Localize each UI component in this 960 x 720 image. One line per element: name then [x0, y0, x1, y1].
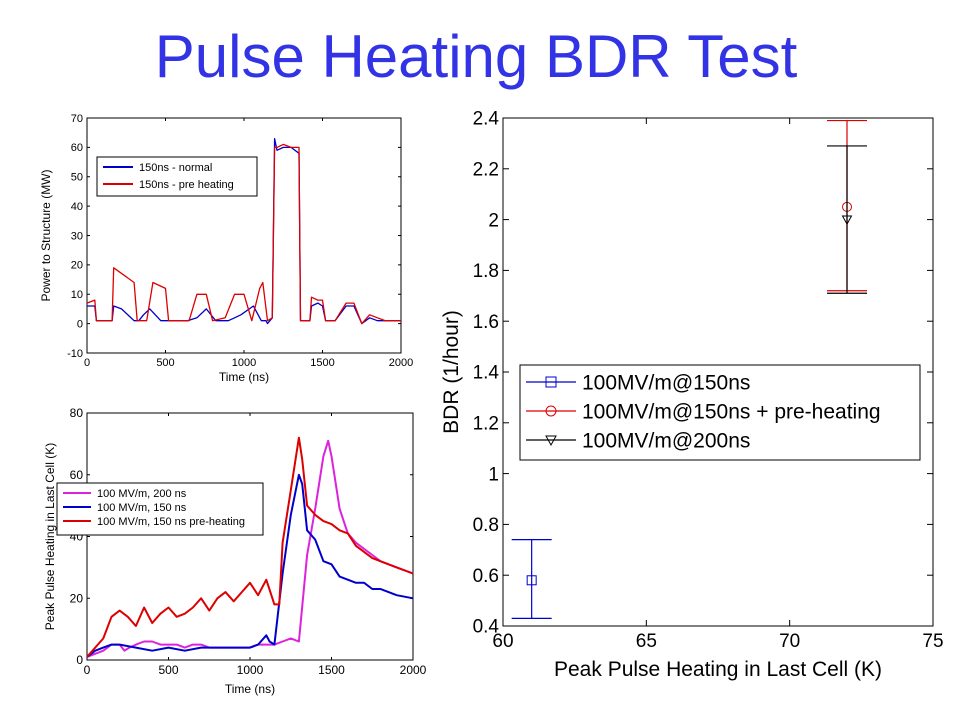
series-line-1	[87, 137, 401, 325]
legend-box	[519, 364, 921, 461]
y-tick-label: 0.6	[473, 566, 499, 587]
x-tick-label: 1000	[232, 357, 256, 369]
y-tick-label: 1.8	[473, 261, 499, 282]
legend: 150ns - normal 150ns - pre heating	[96, 156, 258, 197]
legend-label: 100 MV/m, 150 ns	[97, 502, 187, 514]
legend-label: 150ns - pre heating	[139, 179, 234, 191]
x-tick-label: 2000	[389, 357, 413, 369]
y-axis-label: BDR (1/hour)	[440, 310, 463, 434]
y-tick-label: 70	[71, 113, 83, 125]
y-tick-label: 60	[70, 468, 84, 482]
legend: 100 MV/m, 200 ns 100 MV/m, 150 ns 100 MV/m…	[56, 482, 264, 536]
y-tick-label: 0	[77, 318, 83, 330]
y-tick-label: 2.4	[473, 109, 500, 130]
y-tick-label: 30	[71, 230, 83, 242]
y-tick-label: 1.4	[473, 363, 500, 384]
y-tick-label: 2.2	[473, 159, 499, 180]
x-tick-label: 65	[636, 631, 657, 652]
x-tick-label: 1500	[318, 663, 345, 677]
x-tick-label: 0	[84, 663, 91, 677]
y-axis-label: Power to Structure (MW)	[39, 169, 53, 301]
y-tick-label: 20	[70, 591, 84, 605]
x-tick-label: 75	[922, 631, 943, 652]
plot-frame	[86, 412, 414, 661]
y-tick-label: 0.4	[473, 617, 500, 638]
legend-box	[96, 156, 258, 197]
legend-label: 100MV/m@150ns + pre-heating	[582, 400, 881, 423]
x-tick-label: 1000	[237, 663, 264, 677]
y-tick-label: 60	[71, 142, 83, 154]
x-tick-label: 500	[158, 663, 178, 677]
y-tick-label: 40	[71, 201, 83, 213]
x-axis-label: Peak Pulse Heating in Last Cell (K)	[554, 658, 882, 681]
marker-square	[526, 575, 537, 586]
x-tick-label: 500	[156, 357, 174, 369]
legend-label: 100MV/m@200ns	[582, 429, 750, 452]
legend-label: 150ns - normal	[139, 162, 212, 174]
y-tick-label: 50	[71, 172, 83, 184]
x-tick-label: 2000	[400, 663, 427, 677]
slide-title: Pulse Heating BDR Test	[154, 23, 798, 90]
series-line-2	[86, 143, 401, 325]
x-axis-label: Time (ns)	[219, 370, 269, 384]
marker-circle	[545, 405, 557, 417]
legend: 100MV/m@150ns 100MV/m@150ns + pre-heating…	[519, 364, 921, 461]
marker-triangle	[841, 215, 853, 226]
x-tick-label: 0	[84, 357, 90, 369]
y-tick-label: 1.6	[473, 312, 499, 333]
y-tick-label: 10	[71, 289, 83, 301]
plot-frame	[86, 117, 402, 354]
x-tick-label: 60	[492, 631, 513, 652]
y-tick-label: 20	[71, 260, 83, 272]
series-line-3	[86, 436, 414, 658]
y-tick-label: 2	[488, 210, 499, 231]
series-line-2	[86, 473, 414, 658]
y-tick-label: 0.8	[473, 515, 499, 536]
y-tick-label: -10	[67, 348, 83, 360]
marker-triangle	[545, 435, 557, 447]
legend-box	[56, 482, 264, 536]
y-axis-label: Peak Pulse Heating in Last Cell (K)	[43, 443, 57, 630]
legend-label: 100MV/m@150ns	[582, 371, 750, 394]
legend-label: 100 MV/m, 150 ns pre-heating	[97, 516, 245, 528]
marker-square	[545, 376, 557, 388]
legend-label: 100 MV/m, 200 ns	[97, 488, 187, 500]
x-axis-label: Time (ns)	[225, 682, 275, 696]
y-tick-label: 0	[76, 653, 83, 667]
y-tick-label: 1.2	[473, 413, 499, 434]
y-tick-label: 80	[70, 406, 84, 420]
chart-3: 60 65 70 75 0.4 0.6 0.8 1 1.2 1.4 1.6 1.8 2 2.2 2.4 Pea…	[440, 109, 944, 681]
x-tick-label: 1500	[310, 357, 334, 369]
x-tick-label: 70	[779, 631, 800, 652]
y-tick-label: 1	[488, 464, 499, 485]
